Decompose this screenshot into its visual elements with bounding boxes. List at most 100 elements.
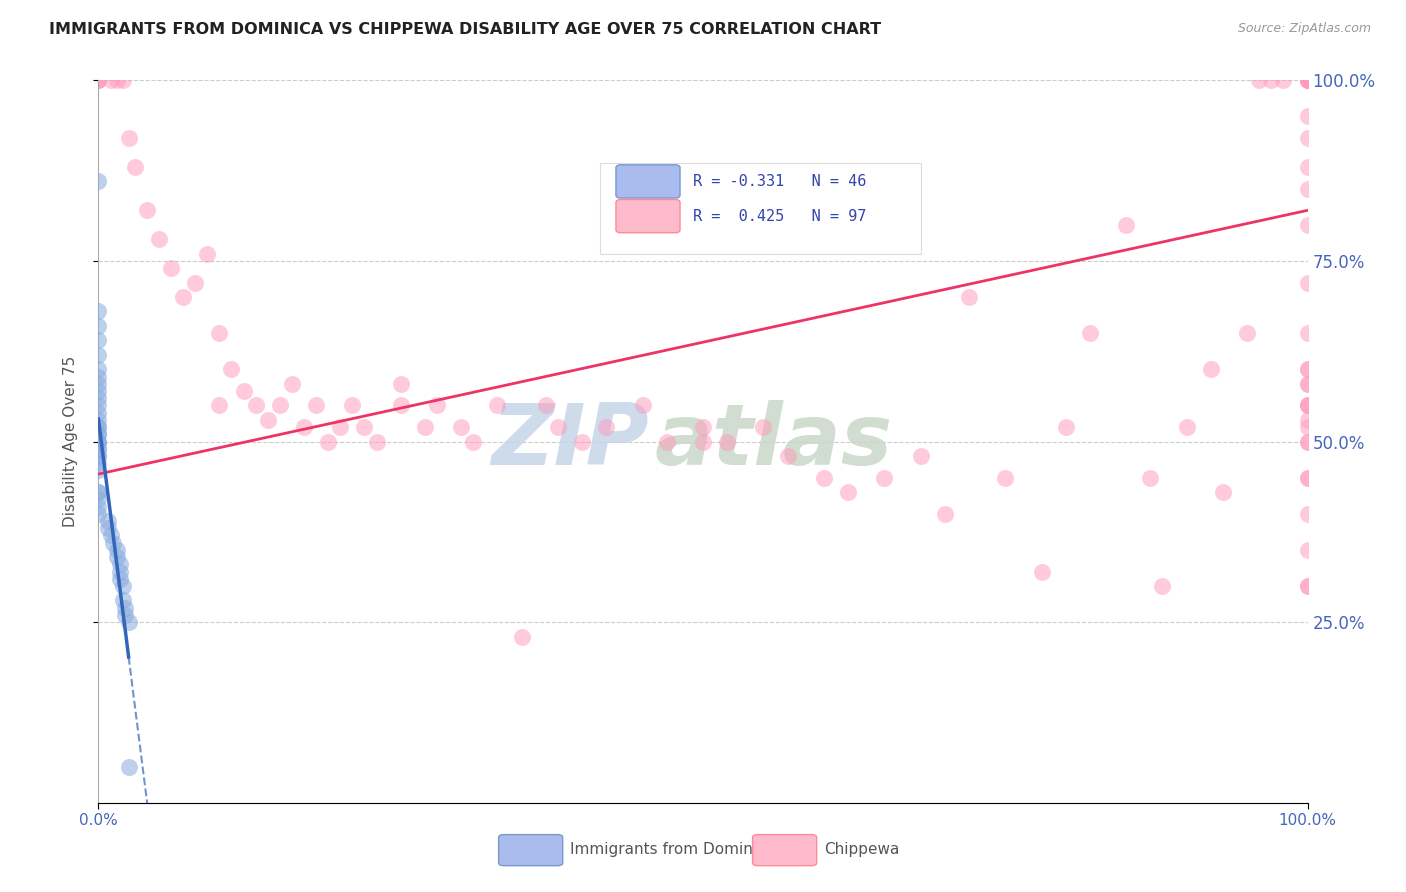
Point: [108, 565, 131, 579]
FancyBboxPatch shape: [499, 835, 562, 865]
Point: [305, 398, 328, 412]
Point: [100, 73, 122, 87]
Point: [114, 607, 136, 622]
Point: [534, 398, 557, 412]
FancyBboxPatch shape: [752, 835, 817, 865]
Point: [813, 470, 835, 484]
Point: [111, 579, 134, 593]
Point: [87, 442, 110, 456]
Point: [1296, 434, 1319, 449]
FancyBboxPatch shape: [616, 200, 681, 233]
Point: [655, 434, 678, 449]
Point: [1296, 110, 1319, 124]
Point: [329, 420, 352, 434]
Point: [692, 434, 714, 449]
FancyBboxPatch shape: [616, 165, 681, 198]
Point: [389, 376, 412, 391]
Point: [124, 160, 146, 174]
Point: [87, 434, 110, 449]
Point: [1139, 470, 1161, 484]
Point: [87, 500, 110, 514]
Point: [87, 507, 110, 521]
Point: [87, 391, 110, 405]
Point: [1296, 413, 1319, 427]
Point: [160, 261, 183, 276]
Point: [87, 318, 110, 333]
Point: [1212, 485, 1234, 500]
Point: [111, 593, 134, 607]
Point: [118, 615, 141, 630]
Point: [1296, 276, 1319, 290]
Point: [910, 449, 932, 463]
Text: ZIP: ZIP: [491, 400, 648, 483]
Y-axis label: Disability Age Over 75: Disability Age Over 75: [63, 356, 77, 527]
Point: [1296, 73, 1319, 87]
Point: [426, 398, 449, 412]
FancyBboxPatch shape: [600, 163, 921, 253]
Point: [353, 420, 375, 434]
Point: [118, 131, 141, 145]
Text: Chippewa: Chippewa: [824, 842, 900, 857]
Point: [463, 434, 485, 449]
Point: [873, 470, 896, 484]
Point: [208, 398, 231, 412]
Point: [148, 232, 170, 246]
Point: [631, 398, 654, 412]
Point: [1296, 434, 1319, 449]
Point: [105, 542, 128, 557]
Point: [87, 406, 110, 420]
Point: [221, 362, 243, 376]
Point: [571, 434, 593, 449]
Text: R = -0.331   N = 46: R = -0.331 N = 46: [693, 174, 866, 189]
Point: [292, 420, 315, 434]
Point: [1199, 362, 1222, 376]
Point: [87, 449, 110, 463]
Point: [87, 73, 110, 87]
Point: [87, 334, 110, 348]
Point: [1296, 470, 1319, 484]
Point: [108, 572, 131, 586]
Point: [692, 420, 714, 434]
Point: [1152, 579, 1174, 593]
Point: [1296, 542, 1319, 557]
Point: [97, 521, 120, 535]
Point: [87, 492, 110, 507]
Point: [994, 470, 1017, 484]
Point: [1175, 420, 1198, 434]
Point: [1236, 326, 1258, 340]
Point: [101, 535, 124, 549]
Point: [934, 507, 956, 521]
Point: [776, 449, 799, 463]
Point: [87, 427, 110, 442]
Point: [195, 246, 218, 260]
Text: R =  0.425   N = 97: R = 0.425 N = 97: [693, 209, 866, 224]
Point: [1296, 398, 1319, 412]
Point: [87, 413, 110, 427]
Point: [1296, 73, 1319, 87]
Point: [1031, 565, 1053, 579]
Point: [184, 276, 207, 290]
Point: [1272, 73, 1295, 87]
Point: [87, 434, 110, 449]
Point: [342, 398, 364, 412]
Point: [1296, 182, 1319, 196]
Point: [105, 550, 128, 565]
Point: [1296, 131, 1319, 145]
Point: [1296, 326, 1319, 340]
Point: [87, 174, 110, 188]
Point: [413, 420, 436, 434]
Point: [172, 290, 194, 304]
Point: [208, 326, 231, 340]
Point: [510, 630, 533, 644]
Point: [1115, 218, 1137, 232]
Point: [1078, 326, 1101, 340]
Text: Immigrants from Dominica: Immigrants from Dominica: [569, 842, 775, 857]
Point: [716, 434, 738, 449]
Point: [450, 420, 472, 434]
Point: [87, 73, 110, 87]
Point: [389, 398, 412, 412]
Point: [366, 434, 388, 449]
Point: [87, 463, 110, 477]
Point: [595, 420, 617, 434]
Point: [87, 420, 110, 434]
